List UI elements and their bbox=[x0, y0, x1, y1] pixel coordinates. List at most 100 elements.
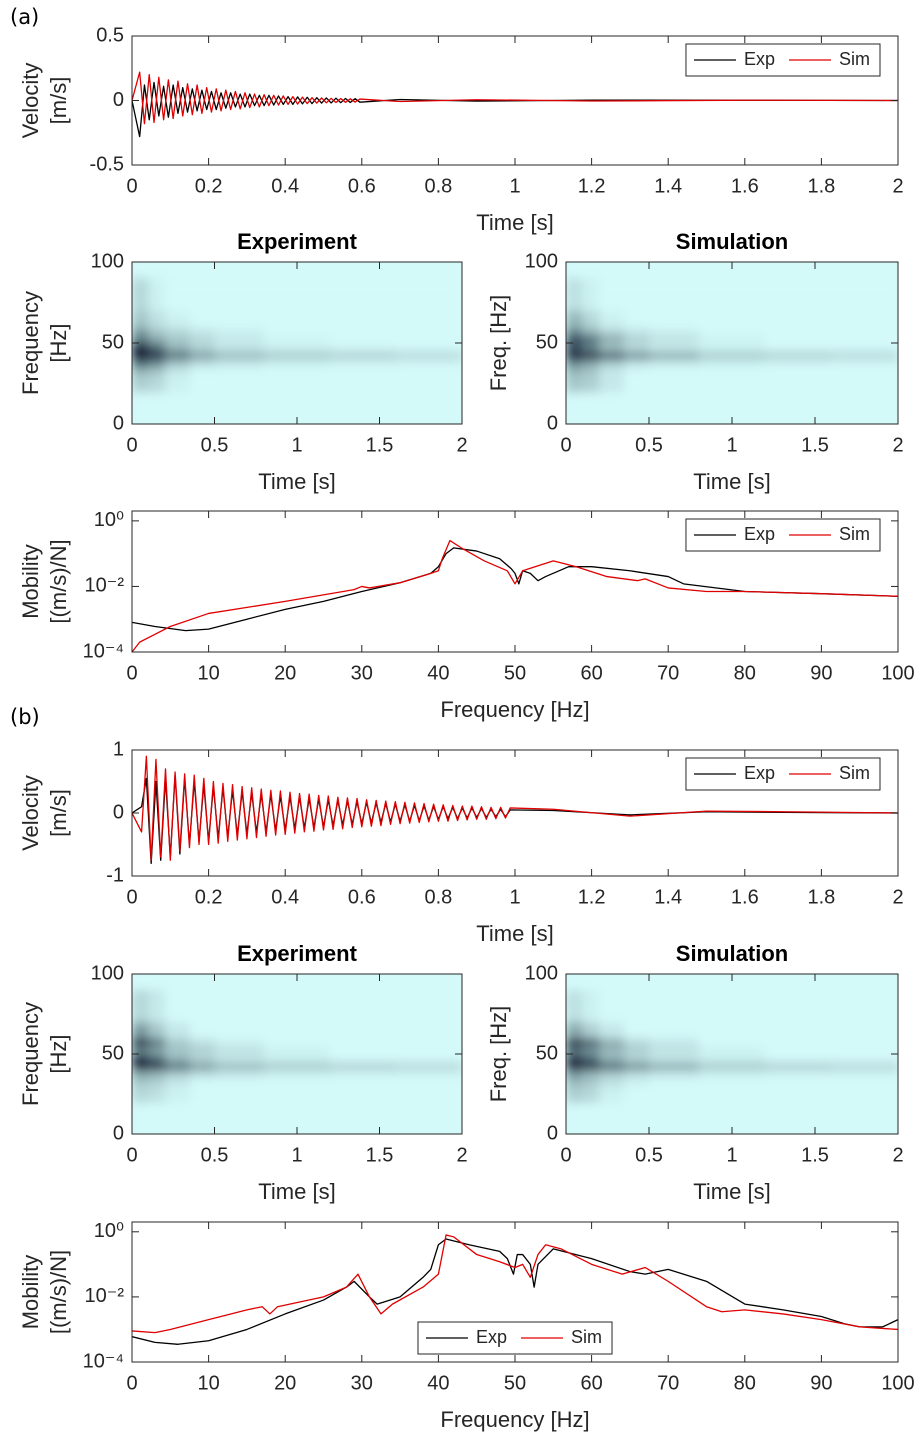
heatmap-cell bbox=[649, 1070, 700, 1079]
heatmap-cell bbox=[264, 278, 331, 312]
heatmap-cell bbox=[189, 990, 215, 1023]
heatmap-cell bbox=[698, 310, 766, 328]
heatmap-cell bbox=[165, 334, 191, 344]
heatmap-cell bbox=[214, 343, 265, 352]
y-axis-label: Freq. [Hz] bbox=[486, 1006, 511, 1103]
heatmap-cell bbox=[566, 367, 584, 376]
y-tick-label: 10⁰ bbox=[94, 509, 124, 531]
heatmap-cell bbox=[214, 1078, 265, 1087]
heatmap-cell bbox=[599, 367, 625, 376]
heatmap-cell bbox=[148, 334, 166, 344]
heatmap-cell bbox=[698, 1054, 766, 1063]
heatmap-cell bbox=[214, 990, 265, 1023]
x-tick-label: 0.5 bbox=[201, 434, 229, 456]
heatmap bbox=[566, 990, 898, 1103]
heatmap-cell bbox=[765, 310, 833, 328]
heatmap-cell bbox=[698, 359, 766, 368]
heatmap-cell bbox=[582, 343, 600, 352]
heatmap-cell bbox=[831, 278, 898, 312]
x-tick-label: 0.4 bbox=[271, 886, 299, 908]
heatmap-cell bbox=[698, 343, 766, 352]
heatmap-cell bbox=[765, 1086, 833, 1103]
heatmap-cell bbox=[189, 1086, 215, 1103]
heatmap-cell bbox=[649, 343, 700, 352]
heatmap-cell bbox=[189, 1022, 215, 1039]
heatmap-cell bbox=[765, 1070, 833, 1079]
x-tick-label: 0.5 bbox=[635, 1144, 663, 1166]
heatmap-cell bbox=[148, 278, 166, 312]
heatmap-cell bbox=[214, 1070, 265, 1079]
y-axis-label: Velocity bbox=[18, 63, 43, 139]
heatmap-cell bbox=[165, 351, 191, 360]
x-axis-label: Frequency [Hz] bbox=[440, 1407, 589, 1432]
heatmap-cell bbox=[831, 1086, 898, 1103]
heatmap-cell bbox=[132, 278, 149, 312]
heatmap-cell bbox=[214, 375, 265, 393]
y-tick-label: 0 bbox=[547, 1122, 558, 1144]
heatmap-cell bbox=[566, 1070, 584, 1079]
heatmap-cell bbox=[831, 1054, 898, 1063]
heatmap-cell bbox=[566, 1022, 584, 1039]
chart-title: Simulation bbox=[676, 941, 788, 966]
heatmap-cell bbox=[582, 1070, 600, 1079]
heatmap-cell bbox=[765, 278, 833, 312]
y-axis-label: [m/s] bbox=[46, 77, 71, 125]
heatmap-cell bbox=[330, 367, 397, 376]
x-tick-label: 1.5 bbox=[801, 434, 829, 456]
heatmap-cell bbox=[624, 351, 650, 360]
x-axis-label: Frequency [Hz] bbox=[440, 697, 589, 722]
heatmap-cell bbox=[148, 1054, 166, 1063]
heatmap-cell bbox=[148, 359, 166, 368]
heatmap-cell bbox=[831, 326, 898, 336]
y-tick-label: 10⁻² bbox=[85, 575, 125, 597]
line-series bbox=[132, 547, 898, 632]
heatmap-cell bbox=[765, 367, 833, 376]
heatmap-cell bbox=[330, 1070, 397, 1079]
legend-label: Exp bbox=[476, 1327, 507, 1347]
heatmap-cell bbox=[566, 1086, 584, 1103]
heatmap-cell bbox=[264, 1022, 331, 1039]
x-tick-label: 2 bbox=[456, 434, 467, 456]
heatmap-cell bbox=[831, 334, 898, 344]
heatmap-cell bbox=[649, 334, 700, 344]
heatmap-cell bbox=[330, 326, 397, 336]
line-series bbox=[132, 755, 898, 861]
heatmap-cell bbox=[831, 1046, 898, 1055]
heatmap-cell bbox=[698, 278, 766, 312]
legend: Exp Sim bbox=[685, 518, 881, 552]
y-axis-label: Mobility bbox=[18, 1255, 43, 1330]
heatmap-cell bbox=[264, 367, 331, 376]
heatmap-cell bbox=[649, 1086, 700, 1103]
heatmap-cell bbox=[582, 1022, 600, 1039]
x-tick-label: 0.2 bbox=[195, 175, 223, 197]
heatmap-cell bbox=[148, 326, 166, 336]
x-tick-label: 20 bbox=[274, 1372, 296, 1394]
heatmap-cell bbox=[698, 375, 766, 393]
x-tick-label: 0 bbox=[126, 886, 137, 908]
heatmap-cell bbox=[148, 367, 166, 376]
y-tick-label: 0 bbox=[113, 1122, 124, 1144]
heatmap-cell bbox=[330, 310, 397, 328]
heatmap-cell bbox=[132, 334, 149, 344]
heatmap-cell bbox=[698, 1086, 766, 1103]
heatmap-cell bbox=[624, 1070, 650, 1079]
heatmap-cell bbox=[765, 359, 833, 368]
heatmap-cell bbox=[148, 1038, 166, 1047]
x-tick-label: 0 bbox=[126, 1372, 137, 1394]
heatmap-cell bbox=[214, 278, 265, 312]
heatmap-cell bbox=[330, 990, 397, 1023]
heatmap-cell bbox=[165, 1086, 191, 1103]
heatmap-cell bbox=[189, 1038, 215, 1047]
heatmap-cell bbox=[765, 343, 833, 352]
heatmap-cell bbox=[649, 375, 700, 393]
x-tick-label: 0 bbox=[126, 175, 137, 197]
x-tick-label: 1.4 bbox=[654, 886, 682, 908]
heatmap-cell bbox=[214, 334, 265, 344]
heatmap-cell bbox=[765, 375, 833, 393]
heatmap-cell bbox=[831, 359, 898, 368]
heatmap-cell bbox=[132, 359, 149, 368]
heatmap-cell bbox=[330, 359, 397, 368]
heatmap-cell bbox=[214, 310, 265, 328]
heatmap-cell bbox=[566, 310, 584, 328]
y-axis-label: [m/s] bbox=[46, 789, 71, 837]
